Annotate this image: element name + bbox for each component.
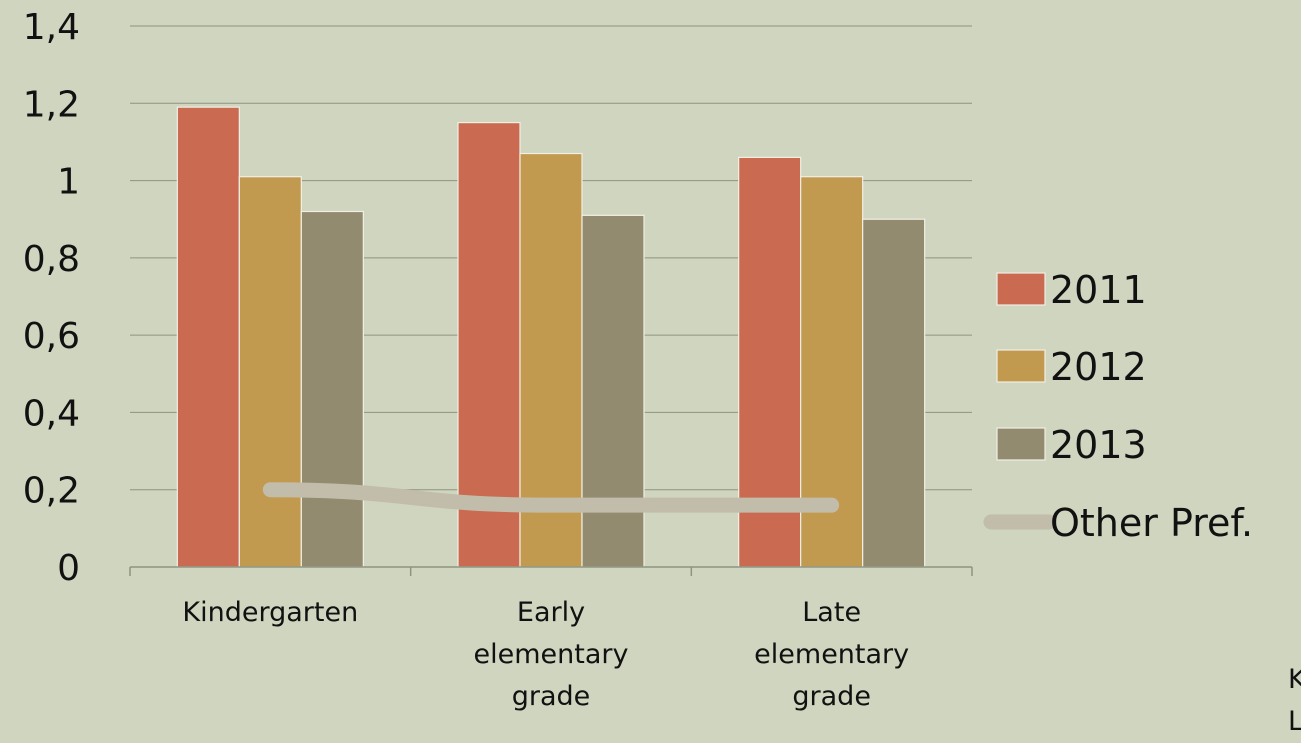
legend-label-2012: 2012	[1050, 345, 1147, 389]
y-axis-tick-labels: 0 0,2 0,4 0,6 0,8 1 1,2 1,4	[23, 7, 80, 589]
y-tick-label: 0,6	[23, 316, 80, 357]
cutoff-text-line: L	[1288, 706, 1301, 737]
line-Other Pref.	[262, 482, 840, 513]
cutoff-text: KL	[1288, 664, 1301, 737]
bar-2012-0	[238, 176, 302, 568]
bars	[176, 106, 926, 568]
bar-2013-0	[300, 210, 364, 568]
bar-2013-1	[581, 214, 645, 568]
legend-label-2013: 2013	[1050, 423, 1147, 467]
bar-2011-0	[176, 106, 240, 568]
bar-2013-2	[862, 218, 926, 568]
x-category-label: Early	[517, 597, 585, 628]
legend: 2011 2012 2013 Other Pref.	[983, 268, 1253, 545]
y-tick-label: 1,2	[23, 84, 80, 125]
y-tick-label: 0,4	[23, 393, 80, 434]
y-tick-label: 1,4	[23, 7, 80, 48]
y-tick-label: 0,8	[23, 239, 80, 280]
cutoff-text-line: K	[1288, 664, 1301, 695]
y-tick-label: 1	[57, 162, 80, 203]
legend-swatch-2012	[996, 349, 1046, 383]
x-axis-category-labels: Kindergarten Early elementary grade Late elem…	[182, 597, 909, 712]
y-tick-label: 0,2	[23, 471, 80, 512]
x-category-label: Kindergarten	[182, 597, 358, 628]
x-category-label: grade	[512, 681, 591, 712]
y-tick-label: 0	[57, 548, 80, 589]
x-category-label: Late	[802, 597, 861, 628]
line-series	[262, 482, 840, 513]
legend-label-Other Pref.: Other Pref.	[1050, 501, 1253, 545]
legend-swatch-2013	[996, 427, 1046, 461]
legend-label-2011: 2011	[1050, 268, 1147, 312]
x-axis	[129, 566, 973, 576]
bar-2011-1	[457, 122, 521, 568]
x-category-label: grade	[792, 681, 871, 712]
x-category-label: elementary	[754, 639, 909, 670]
x-category-label: elementary	[474, 639, 629, 670]
legend-swatch-2011	[996, 272, 1046, 306]
